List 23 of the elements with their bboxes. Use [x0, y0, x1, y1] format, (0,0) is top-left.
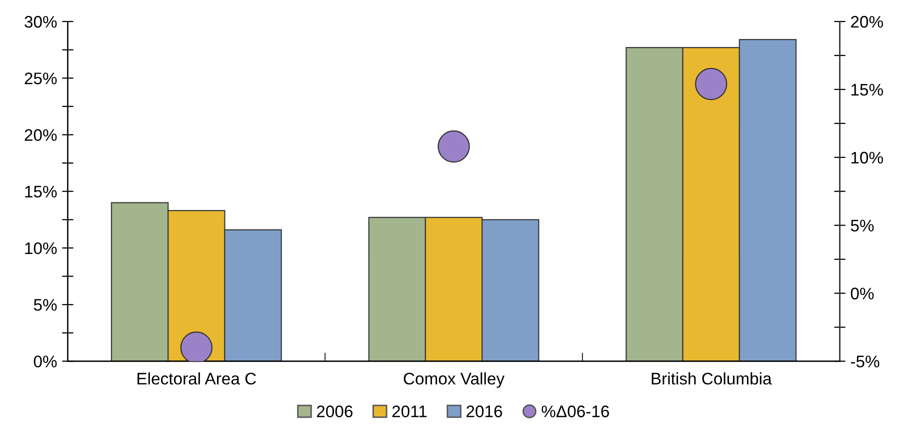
- y2-tick-label: 0%: [850, 288, 874, 300]
- point: [180, 332, 212, 362]
- legend-label: 2016: [466, 406, 502, 418]
- point: [438, 130, 470, 163]
- y-tick-label: 20%: [24, 129, 57, 141]
- y2-tick-label: 20%: [851, 16, 883, 28]
- legend-label: 2006: [316, 406, 352, 418]
- y2-tick-label: 15%: [851, 84, 883, 96]
- y-tick-label: 0%: [34, 356, 57, 368]
- y-tick-label: 15%: [25, 186, 57, 198]
- y-tick-label: 25%: [24, 72, 57, 84]
- legend-label: %Δ06-16: [542, 406, 609, 418]
- point: [695, 68, 728, 100]
- y2-tick-label: -5%: [850, 356, 880, 368]
- y2-tick-label: 5%: [850, 220, 874, 232]
- y-tick-label: 5%: [34, 299, 57, 311]
- y2-tick-label: 10%: [851, 152, 883, 164]
- legend-label: 2011: [392, 406, 427, 418]
- x-tick-label: Electoral Area C: [138, 372, 256, 385]
- x-tick-label: Comox Valley: [404, 372, 505, 388]
- y-tick-label: 10%: [25, 242, 57, 254]
- y-tick-label: 30%: [24, 16, 57, 28]
- x-tick-label: British Columbia: [652, 372, 772, 385]
